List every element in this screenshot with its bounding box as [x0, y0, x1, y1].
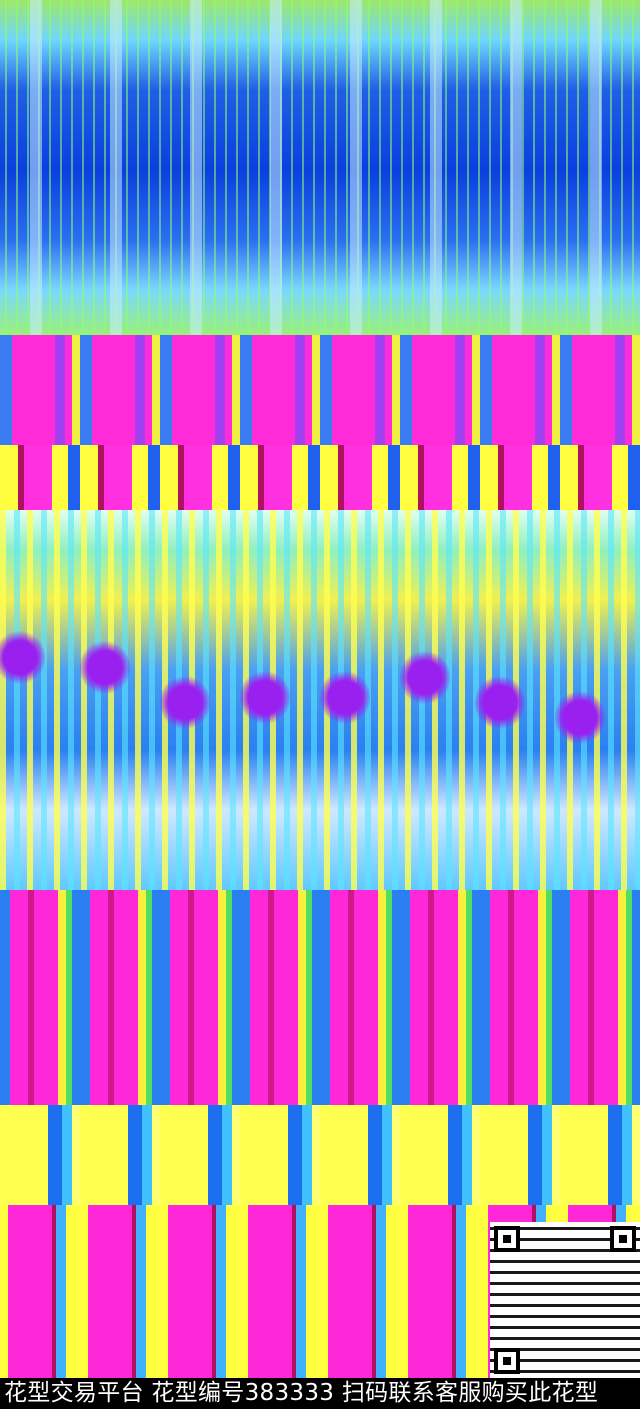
textile-pattern	[0, 0, 640, 1378]
purple-blob	[160, 675, 210, 730]
watermark-text: 花型交易平台 花型编号383333 扫码联系客服购买此花型	[0, 1378, 640, 1409]
purple-blob	[475, 675, 525, 730]
purple-blob	[320, 670, 370, 725]
qr-finder	[610, 1226, 636, 1252]
purple-blob	[240, 670, 290, 725]
qr-finder	[494, 1348, 520, 1374]
pattern-band-magenta-ikat-lower	[0, 890, 640, 1105]
purple-blob	[0, 630, 45, 685]
pattern-band-blue-streaks	[0, 0, 640, 335]
qr-finder	[494, 1226, 520, 1252]
qr-code-icon	[490, 1222, 640, 1378]
purple-blob	[555, 690, 605, 745]
pattern-band-yellow-blue-blocks	[0, 1105, 640, 1205]
pattern-band-cyan-yellow	[0, 510, 640, 890]
pattern-band-magenta-ikat	[0, 335, 640, 510]
purple-blob	[400, 650, 450, 705]
purple-blob	[80, 640, 130, 695]
